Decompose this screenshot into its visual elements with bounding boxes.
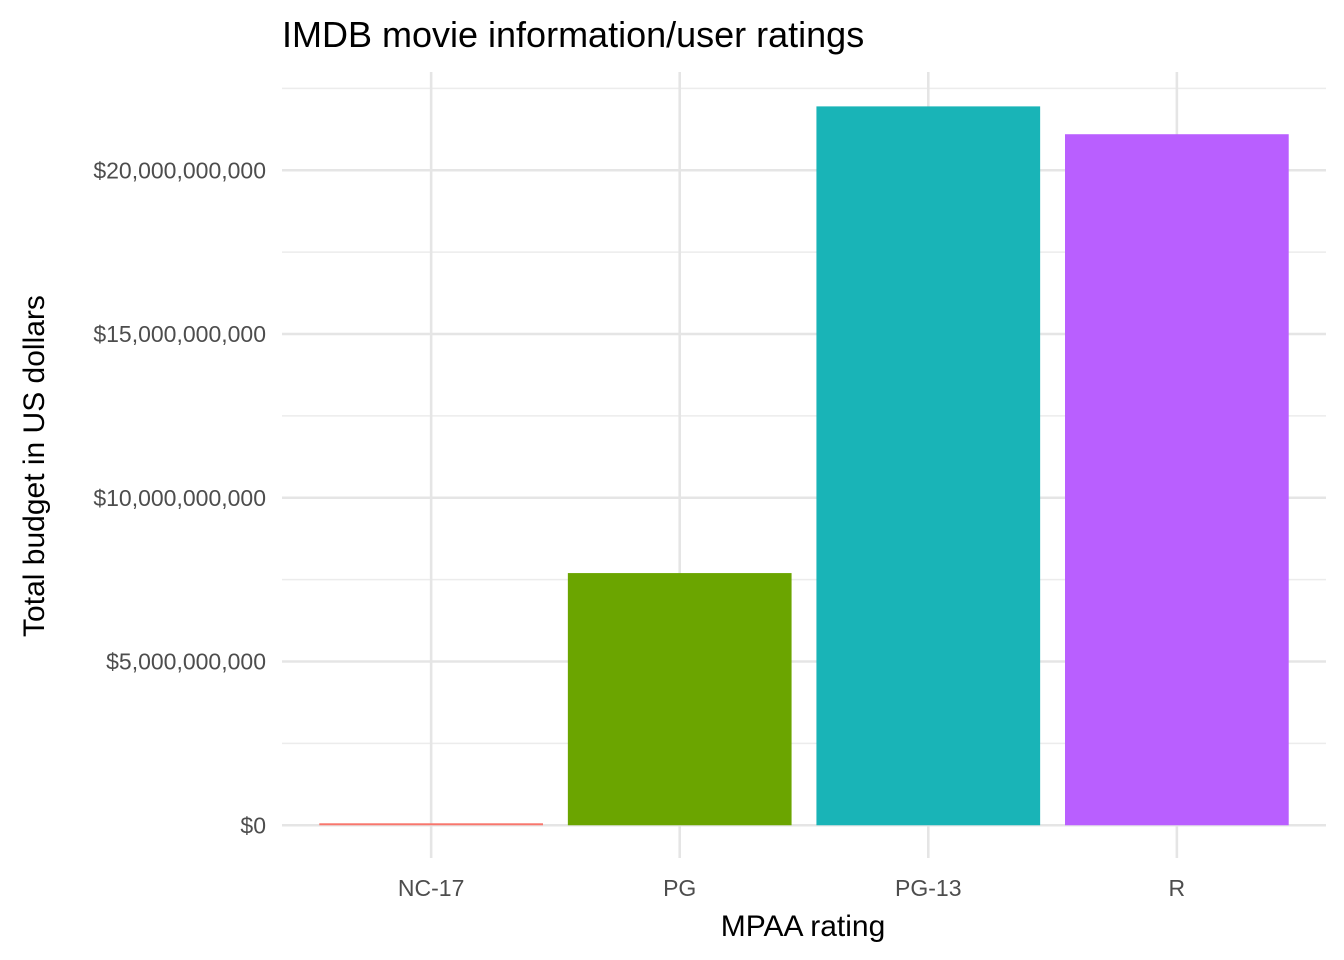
- y-axis-title: Total budget in US dollars: [18, 295, 51, 637]
- y-tick-labels: $0 $5,000,000,000 $10,000,000,000 $15,000,0…: [93, 157, 266, 838]
- x-tick-label: R: [1169, 875, 1186, 901]
- bar-r: [1065, 134, 1289, 826]
- bar-pg-13: [816, 106, 1041, 826]
- chart-title: IMDB movie information/user ratings: [282, 14, 864, 55]
- bar-pg: [567, 573, 792, 826]
- x-axis-title: MPAA rating: [721, 910, 886, 943]
- y-tick-label: $20,000,000,000: [93, 157, 266, 183]
- x-tick-label: NC-17: [398, 875, 464, 901]
- y-tick-label: $15,000,000,000: [93, 321, 266, 347]
- bar-nc-17: [319, 823, 543, 826]
- x-tick-label: PG-13: [895, 875, 961, 901]
- y-tick-label: $10,000,000,000: [93, 485, 266, 511]
- x-tick-label: PG: [663, 875, 696, 901]
- y-tick-label: $5,000,000,000: [106, 649, 266, 675]
- bars: [319, 106, 1289, 826]
- y-tick-label: $0: [240, 812, 266, 838]
- x-tick-labels: NC-17 PG PG-13 R: [398, 875, 1185, 901]
